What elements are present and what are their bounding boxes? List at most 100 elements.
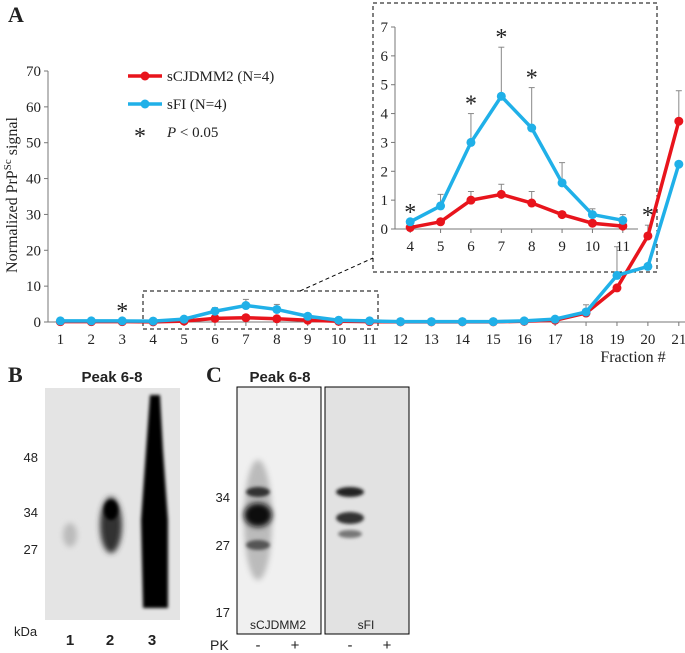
significance-asterisk: * <box>642 203 654 229</box>
band <box>336 512 364 524</box>
x-tick-label: 21 <box>671 332 685 348</box>
data-point <box>303 311 313 321</box>
data-point <box>457 317 467 327</box>
x-tick-label: 6 <box>211 332 219 348</box>
x-tick-label: 7 <box>498 239 506 255</box>
x-tick-label: 18 <box>579 332 594 348</box>
legend-note-text: < 0.05 <box>176 125 218 141</box>
x-tick-label: 15 <box>486 332 501 348</box>
y-tick-label: 60 <box>26 100 41 116</box>
panel-label: B <box>8 362 23 387</box>
data-point <box>210 306 220 316</box>
data-point <box>241 301 251 311</box>
x-tick-label: 20 <box>640 332 655 348</box>
pk-sign: - <box>256 637 261 653</box>
x-tick-label: 12 <box>393 332 408 348</box>
mw-unit: kDa <box>14 624 38 639</box>
band <box>104 500 118 520</box>
y-tick-label: 5 <box>381 78 389 94</box>
data-point <box>674 116 684 126</box>
significance-asterisk: * <box>404 200 416 226</box>
data-point <box>210 313 220 323</box>
error-bar <box>528 87 535 128</box>
inset-frame <box>372 2 658 273</box>
x-tick-label: 3 <box>118 332 126 348</box>
x-tick-label: 5 <box>180 332 188 348</box>
x-tick-label: 10 <box>331 332 346 348</box>
y-label-text: Normalized PrP <box>4 170 21 273</box>
data-point <box>643 261 653 271</box>
x-tick-label: 4 <box>406 239 414 255</box>
y-tick-label: 7 <box>381 20 389 36</box>
band <box>141 395 168 608</box>
data-point <box>466 195 476 205</box>
panel-label: A <box>8 2 24 27</box>
series-line <box>409 192 623 230</box>
x-tick-label: 14 <box>455 332 471 348</box>
y-tick-label: 4 <box>381 107 389 123</box>
error-bar <box>675 90 682 122</box>
y-label-text: signal <box>4 117 21 160</box>
mw-marker: 27 <box>24 542 38 557</box>
data-point <box>365 316 375 326</box>
data-point <box>179 314 189 324</box>
data-point <box>436 201 446 211</box>
sample-label: sCJDMM2 <box>250 618 306 632</box>
data-point <box>436 217 446 227</box>
band <box>246 540 270 550</box>
data-point <box>612 270 622 280</box>
data-point <box>86 316 96 326</box>
blot-title: Peak 6-8 <box>250 369 311 386</box>
data-point <box>426 317 436 327</box>
zoom-box <box>142 290 379 330</box>
x-tick-label: 8 <box>528 239 536 255</box>
x-tick-label: 16 <box>517 332 533 348</box>
data-point <box>527 198 537 208</box>
y-label-sup: Sc <box>2 159 14 170</box>
data-point <box>618 215 628 225</box>
significance-asterisk: * <box>495 25 507 51</box>
lane-label: 2 <box>106 632 114 649</box>
x-tick-label: 9 <box>558 239 566 255</box>
data-point <box>581 307 591 317</box>
data-point <box>519 316 529 326</box>
band <box>336 487 364 497</box>
x-tick-label: 2 <box>88 332 96 348</box>
band <box>246 487 270 497</box>
x-tick-label: 4 <box>149 332 157 348</box>
data-point <box>557 178 567 188</box>
x-tick-label: 13 <box>424 332 439 348</box>
mw-marker: 48 <box>24 450 38 465</box>
band <box>338 530 362 538</box>
pk-sign: + <box>383 637 392 653</box>
y-tick-label: 1 <box>381 193 389 209</box>
mw-marker: 34 <box>216 490 230 505</box>
data-point <box>587 210 597 220</box>
lane-label: 3 <box>148 632 156 649</box>
data-point <box>587 218 597 228</box>
x-tick-label: 8 <box>273 332 281 348</box>
legend-note: P < 0.05 <box>166 125 218 141</box>
data-point <box>241 313 251 323</box>
y-tick-label: 10 <box>26 279 41 295</box>
mw-marker: 27 <box>216 538 230 553</box>
x-tick-label: 7 <box>242 332 250 348</box>
y-axis-label: Normalized PrPSc signal <box>2 117 21 273</box>
x-tick-label: 5 <box>437 239 445 255</box>
legend-label: sCJDMM2 (N=4) <box>167 69 274 85</box>
band <box>63 523 77 547</box>
legend-label: sFI (N=4) <box>167 97 227 113</box>
y-tick-label: 30 <box>26 207 41 223</box>
data-point <box>466 137 476 147</box>
y-tick-label: 50 <box>26 136 41 152</box>
x-tick-label: 6 <box>467 239 475 255</box>
significance-asterisk: * <box>116 299 128 325</box>
mw-marker: 34 <box>24 505 38 520</box>
data-point <box>272 304 282 314</box>
sample-label: sFI <box>358 618 375 632</box>
significance-asterisk: * <box>526 66 538 92</box>
y-tick-label: 0 <box>381 222 389 238</box>
error-bar <box>613 246 620 276</box>
pk-sign: + <box>291 637 300 653</box>
y-tick-label: 3 <box>381 135 389 151</box>
